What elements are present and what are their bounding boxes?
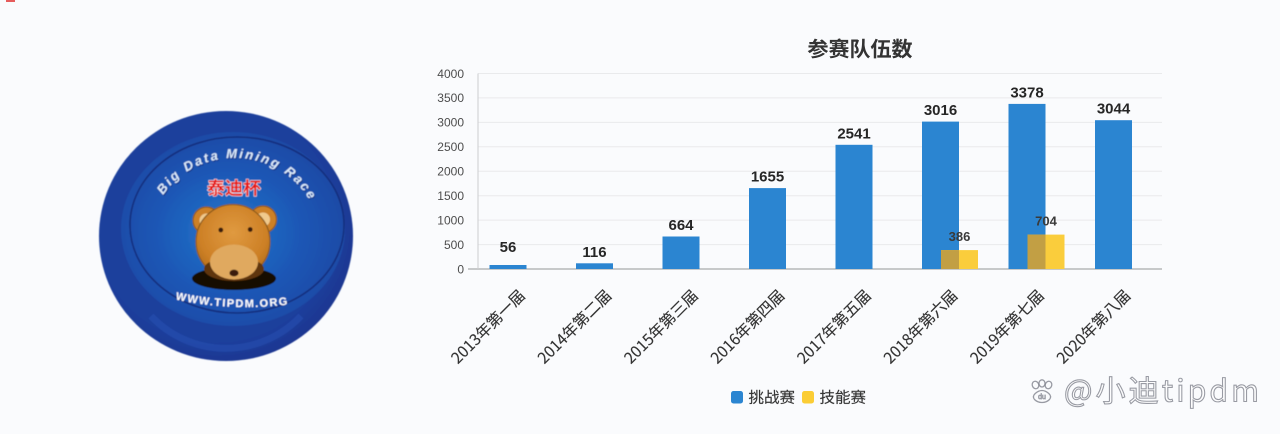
svg-text:3500: 3500 [437,91,464,105]
svg-text:1655: 1655 [751,169,784,186]
svg-text:2541: 2541 [837,125,870,142]
svg-text:3044: 3044 [1097,101,1131,118]
svg-text:3016: 3016 [924,102,957,119]
svg-text:0: 0 [457,262,464,276]
svg-text:2000: 2000 [437,165,464,179]
svg-text:664: 664 [668,217,694,234]
svg-text:386: 386 [949,229,971,244]
svg-text:1000: 1000 [437,213,464,227]
svg-text:116: 116 [582,244,606,261]
svg-text:4000: 4000 [437,67,464,81]
svg-text:du: du [1038,394,1046,401]
svg-text:500: 500 [444,238,464,252]
svg-text:56: 56 [500,239,517,256]
svg-text:3000: 3000 [437,116,464,130]
svg-text:1500: 1500 [437,189,464,203]
svg-text:704: 704 [1035,214,1057,229]
svg-text:3378: 3378 [1010,84,1043,101]
svg-text:2500: 2500 [437,140,464,154]
